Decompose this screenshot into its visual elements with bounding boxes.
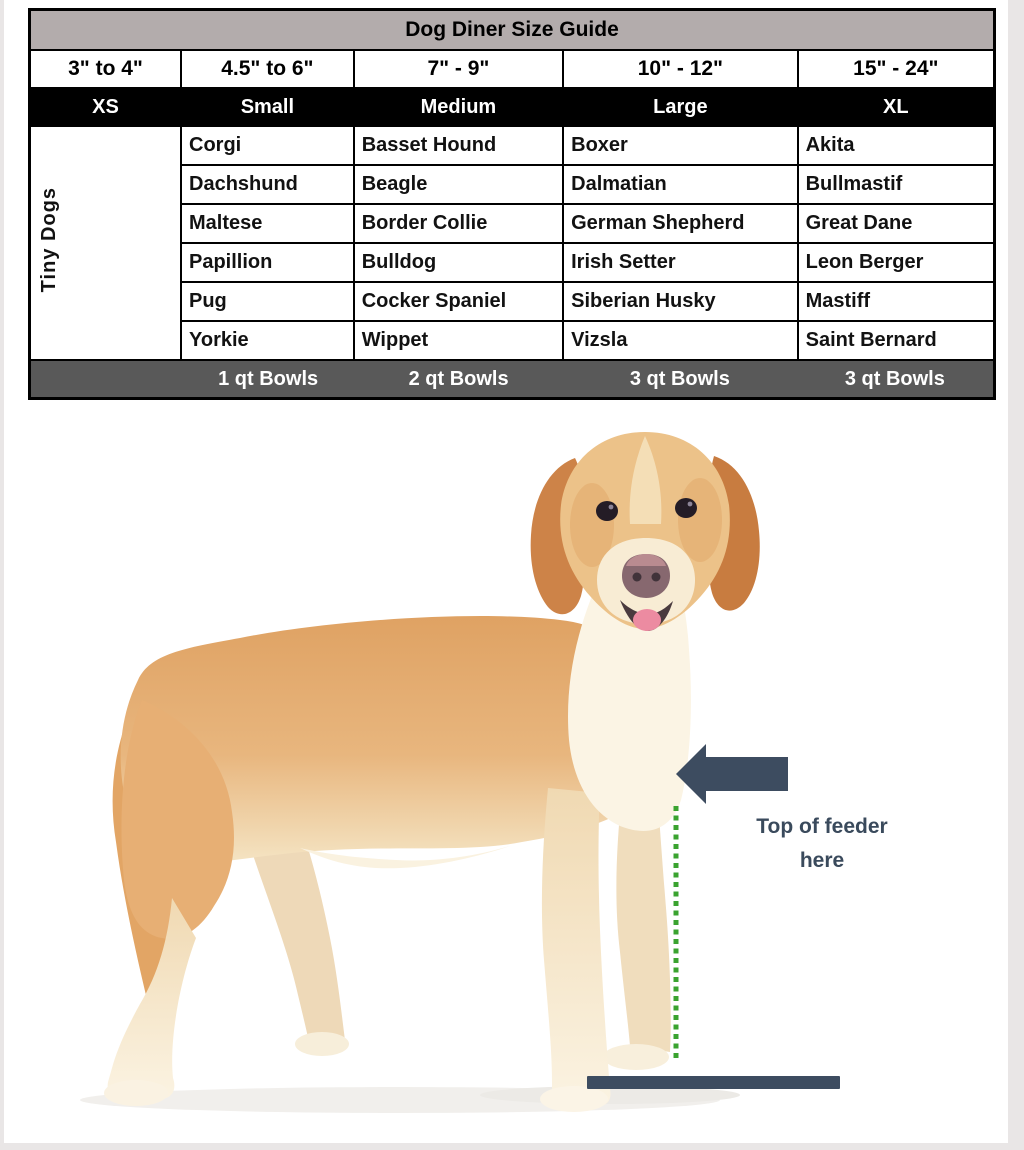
dog-front-leg-far xyxy=(616,792,671,1052)
breed-cell: Basset Hound xyxy=(352,125,565,166)
table-row: Yorkie Wippet Vizsla Saint Bernard xyxy=(30,320,996,361)
dog-tongue xyxy=(633,609,661,631)
breed-cell: Pug xyxy=(180,281,355,322)
category-xs: XS xyxy=(28,87,182,127)
breed-cell: Saint Bernard xyxy=(796,320,996,361)
bowl-cell-medium: 2 qt Bowls xyxy=(408,368,509,390)
breed-cell: Papillion xyxy=(180,242,355,283)
breed-cell: Bulldog xyxy=(352,242,565,283)
bowl-cell-xl: 3 qt Bowls xyxy=(844,368,945,390)
breed-cell: Vizsla xyxy=(562,320,799,361)
size-range-xs: 3" to 4" xyxy=(28,49,182,89)
dog-front-leg-near xyxy=(541,788,611,1106)
golden-retriever-illustration xyxy=(80,432,840,1113)
size-range-xl: 15" - 24" xyxy=(796,49,996,89)
category-small: Small xyxy=(180,87,355,127)
dog-rear-leg-near xyxy=(121,700,234,939)
dog-rear-leg-far xyxy=(252,848,346,1048)
category-large: Large xyxy=(562,87,799,127)
category-xl: XL xyxy=(796,87,996,127)
table-title: Dog Diner Size Guide xyxy=(28,8,996,51)
bowl-cell-large: 3 qt Bowls xyxy=(629,368,730,390)
annotation-text: Top of feeder here xyxy=(732,810,912,878)
breed-cell: Beagle xyxy=(352,164,565,205)
ground-shadow xyxy=(80,1086,740,1113)
tiny-dogs-vertical-label: Tiny Dogs xyxy=(38,187,60,293)
dog-chest xyxy=(568,560,691,831)
size-range-large: 10" - 12" xyxy=(562,49,799,89)
annotation-line-1: Top of feeder xyxy=(756,815,888,838)
page-edge-left xyxy=(0,0,4,1150)
size-range-row: 3" to 4" 4.5" to 6" 7" - 9" 10" - 12" 15… xyxy=(28,49,996,89)
breed-cell: Siberian Husky xyxy=(562,281,799,322)
breed-cell: Border Collie xyxy=(352,203,565,244)
size-range-medium: 7" - 9" xyxy=(352,49,565,89)
bowl-cell-xs xyxy=(31,361,182,397)
bowl-cell-small: 1 qt Bowls xyxy=(218,368,319,390)
table-row: Pug Cocker Spaniel Siberian Husky Mastif… xyxy=(30,281,996,322)
table-title-row: Dog Diner Size Guide xyxy=(28,8,996,51)
breed-cell: Corgi xyxy=(180,125,355,166)
dog-eye-left xyxy=(596,501,618,521)
dog-eye-right xyxy=(675,498,697,518)
size-guide-table: Dog Diner Size Guide 3" to 4" 4.5" to 6"… xyxy=(28,8,996,400)
breed-cell: Maltese xyxy=(180,203,355,244)
breed-cell: Dalmatian xyxy=(562,164,799,205)
dog-measurement-figure xyxy=(0,400,1024,1144)
bowl-size-row: 1 qt Bowls 2 qt Bowls 3 qt Bowls 3 qt Bo… xyxy=(28,359,996,400)
tiny-dogs-cell: Tiny Dogs xyxy=(28,125,182,361)
table-row: Tiny Dogs Corgi Basset Hound Boxer Akita xyxy=(28,125,996,361)
breed-cell: Great Dane xyxy=(796,203,996,244)
table-row: Papillion Bulldog Irish Setter Leon Berg… xyxy=(30,242,996,283)
dog-rear-leg-near-lower xyxy=(107,898,196,1099)
breed-cell: Leon Berger xyxy=(796,242,996,283)
breed-cell: Dachshund xyxy=(180,164,355,205)
breed-cell: Wippet xyxy=(352,320,565,361)
dog-forehead-blaze xyxy=(629,436,662,524)
left-arrow-icon xyxy=(676,744,788,804)
breed-cell: Bullmastif xyxy=(796,164,996,205)
breed-cell: Irish Setter xyxy=(562,242,799,283)
page-edge-right xyxy=(1008,0,1024,1150)
table-row: Maltese Border Collie German Shepherd Gr… xyxy=(30,203,996,244)
category-row: XS Small Medium Large XL xyxy=(28,87,996,127)
breed-cell: Akita xyxy=(796,125,996,166)
feeder-baseline-bar xyxy=(587,1076,840,1089)
breed-cell: Cocker Spaniel xyxy=(352,281,565,322)
table-row: Dachshund Beagle Dalmatian Bullmastif xyxy=(30,164,996,205)
size-range-small: 4.5" to 6" xyxy=(180,49,355,89)
dog-body xyxy=(120,616,643,868)
breed-cell: Yorkie xyxy=(180,320,355,361)
category-medium: Medium xyxy=(352,87,565,127)
breed-cell: Boxer xyxy=(562,125,799,166)
dog-belly-fur xyxy=(300,846,510,869)
page-edge-bottom xyxy=(0,1143,1024,1150)
breed-cell: Mastiff xyxy=(796,281,996,322)
annotation-line-2: here xyxy=(799,849,845,872)
breed-cell: German Shepherd xyxy=(562,203,799,244)
